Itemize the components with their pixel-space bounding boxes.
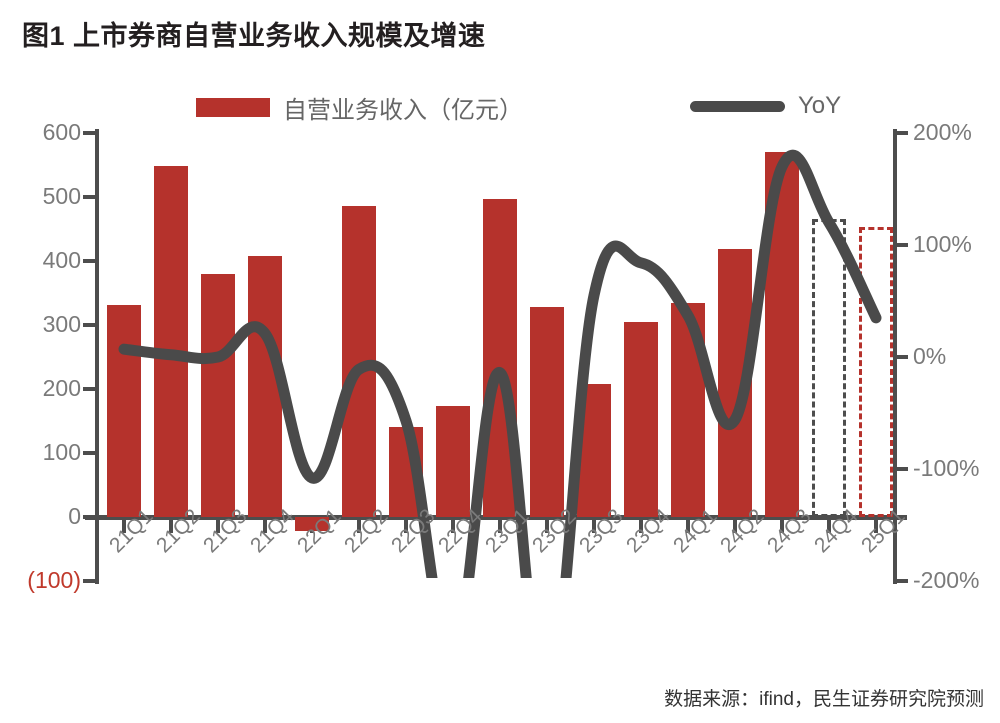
y-label-left: 500 — [42, 183, 81, 209]
bar[interactable] — [671, 302, 705, 517]
bar[interactable] — [530, 307, 564, 517]
bar[interactable] — [389, 426, 423, 517]
bar[interactable] — [577, 383, 611, 517]
y-tick-left — [83, 195, 96, 199]
bar[interactable] — [154, 165, 188, 517]
y-tick-left — [83, 131, 96, 135]
y-tick-right — [895, 131, 908, 135]
legend-bar-swatch-icon — [196, 98, 270, 117]
y-label-right: -200% — [913, 567, 980, 593]
y-tick-right — [895, 355, 908, 359]
bar[interactable] — [624, 321, 658, 517]
bar[interactable] — [483, 198, 517, 517]
y-label-left: 100 — [42, 439, 81, 465]
y-tick-left — [83, 323, 96, 327]
y-tick-right — [895, 467, 908, 471]
y-tick-left — [83, 259, 96, 263]
y-label-left: 300 — [42, 311, 81, 337]
bar-forecast[interactable] — [812, 219, 846, 517]
chart-legend: 自营业务收入（亿元） YoY — [0, 90, 1000, 124]
source-note: 数据来源：ifind，民生证券研究院预测 — [664, 689, 984, 710]
bar[interactable] — [436, 406, 470, 517]
bar[interactable] — [107, 305, 141, 517]
y-label-left: (100) — [27, 567, 81, 593]
y-tick-right — [895, 243, 908, 247]
y-tick-left — [83, 451, 96, 455]
legend-item-revenue[interactable]: 自营业务收入（亿元） — [196, 90, 523, 125]
y-label-right: 200% — [913, 119, 972, 145]
bar[interactable] — [765, 152, 799, 517]
bar[interactable] — [248, 255, 282, 517]
plot-area: 600 500 400 300 200 100 0 (100) 200% 100% 0% -100%… — [27, 121, 979, 592]
legend-label-yoy: YoY — [798, 92, 842, 119]
y-label-right: -100% — [913, 455, 980, 481]
x-axis-label: 22Q1 — [293, 504, 346, 558]
y-label-left: 600 — [42, 119, 81, 145]
legend-item-yoy[interactable]: YoY — [690, 92, 841, 120]
y-label-right: 0% — [913, 343, 947, 369]
y-label-left: 400 — [42, 247, 81, 273]
bar[interactable] — [201, 274, 235, 517]
y-axis-left — [95, 129, 99, 584]
bar[interactable] — [718, 248, 752, 517]
chart-title: 图1 上市券商自营业务收入规模及增速 — [22, 21, 486, 51]
y-label-left: 0 — [68, 503, 81, 529]
legend-label-revenue: 自营业务收入（亿元） — [283, 97, 523, 124]
y-label-left: 200 — [42, 375, 81, 401]
y-label-right: 100% — [913, 231, 972, 257]
y-tick-left — [83, 579, 96, 583]
bar-forecast[interactable] — [859, 227, 893, 517]
y-tick-right — [895, 579, 908, 583]
bar[interactable] — [342, 205, 376, 517]
y-tick-left — [83, 387, 96, 391]
y-tick-left — [83, 515, 96, 519]
legend-line-swatch-icon — [690, 100, 785, 112]
